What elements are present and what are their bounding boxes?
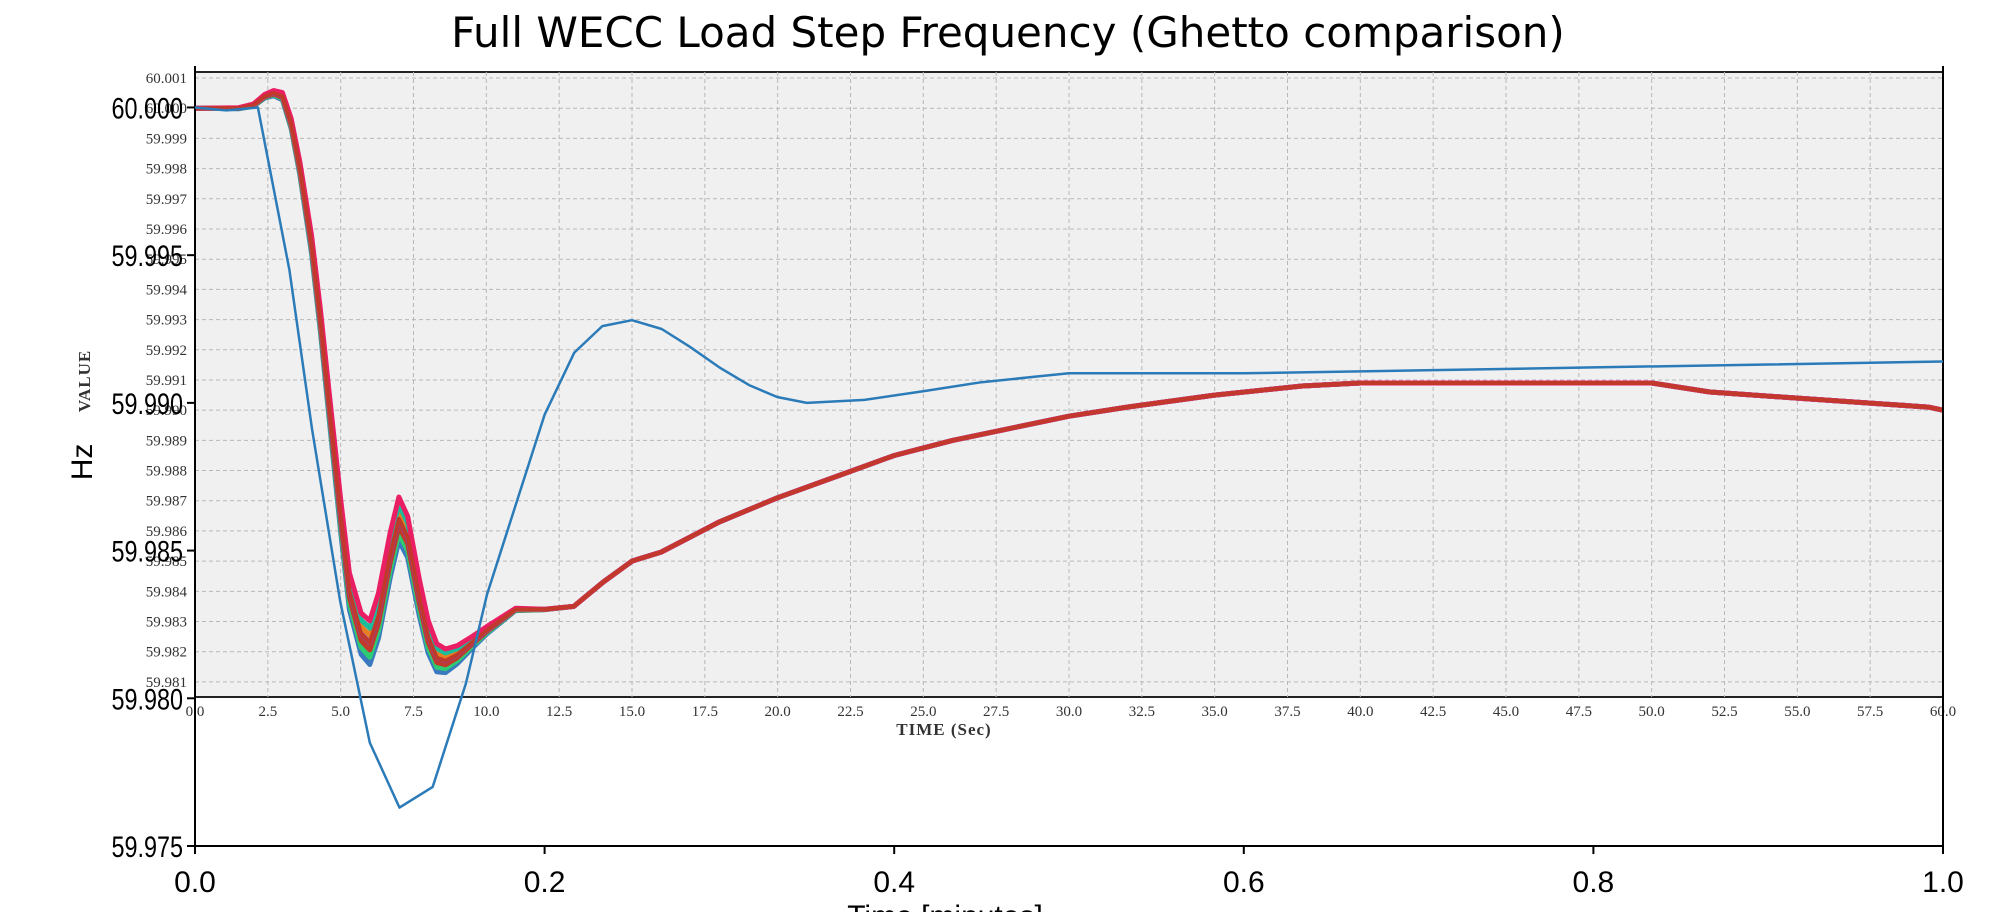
inner-y-tick-label: 59.983 — [146, 615, 187, 631]
inner-x-tick-label: 7.5 — [404, 704, 423, 720]
outer-y-tick-label: 60.000 — [111, 92, 183, 125]
outer-x-tick-label: 0.4 — [873, 866, 915, 899]
inner-x-tick-label: 30.0 — [1056, 704, 1082, 720]
outer-y-tick-label: 59.980 — [111, 683, 183, 716]
inner-x-tick-label: 32.5 — [1129, 704, 1155, 720]
outer-x-tick-label: 0.8 — [1573, 866, 1615, 899]
comparison-frequency-line — [194, 106, 1944, 809]
inner-x-tick-label: 47.5 — [1566, 704, 1592, 720]
inner-x-tick-label: 50.0 — [1639, 704, 1665, 720]
inner-x-tick-label: 17.5 — [692, 704, 718, 720]
outer-x-tick-label: 1.0 — [1922, 866, 1964, 899]
inner-y-tick-label: 59.996 — [146, 222, 188, 238]
outer-x-tick-label: 0.2 — [524, 866, 566, 899]
inner-x-tick-label: 57.5 — [1857, 704, 1883, 720]
inner-y-tick-label: 59.994 — [146, 282, 188, 298]
inner-y-tick-label: 59.989 — [146, 433, 187, 449]
inner-x-tick-label: 55.0 — [1784, 704, 1810, 720]
inner-y-tick-label: 60.001 — [146, 71, 187, 87]
inner-x-tick-label: 15.0 — [619, 704, 645, 720]
inner-y-tick-label: 59.991 — [146, 373, 187, 389]
inner-x-tick-label: 25.0 — [910, 704, 936, 720]
inner-x-tick-label: 37.5 — [1274, 704, 1300, 720]
inner-x-axis-label: TIME (Sec) — [896, 720, 991, 739]
inner-y-tick-label: 59.985 — [146, 554, 187, 570]
outer-x-axis-label: Time [minutes] — [847, 900, 1043, 912]
inner-y-tick-label: 59.986 — [146, 524, 188, 540]
inner-y-tick-label: 59.982 — [146, 645, 187, 661]
inner-x-tick-label: 10.0 — [473, 704, 499, 720]
inner-plot-area: 0.02.55.07.510.012.515.017.520.022.525.0… — [75, 71, 1956, 739]
inner-y-tick-label: 59.993 — [146, 313, 187, 329]
inner-y-tick-label: 59.999 — [146, 131, 187, 147]
inner-y-tick-label: 59.998 — [146, 162, 187, 178]
chart-title: Full WECC Load Step Frequency (Ghetto co… — [451, 8, 1565, 57]
inner-y-tick-label: 60.000 — [146, 101, 187, 117]
inner-x-tick-label: 45.0 — [1493, 704, 1519, 720]
inner-y-tick-label: 59.984 — [146, 584, 188, 600]
outer-y-tick-label: 59.975 — [111, 830, 183, 863]
inner-y-tick-label: 59.981 — [146, 675, 187, 691]
inner-x-tick-label: 27.5 — [983, 704, 1009, 720]
inner-y-tick-label: 59.995 — [146, 252, 187, 268]
inner-x-tick-label: 35.0 — [1202, 704, 1228, 720]
inner-y-tick-label: 59.987 — [146, 494, 188, 510]
inner-y-tick-label: 59.988 — [146, 464, 187, 480]
inner-y-axis-label: VALUE — [75, 350, 94, 412]
inner-y-tick-label: 59.992 — [146, 343, 187, 359]
inner-x-tick-label: 20.0 — [765, 704, 791, 720]
outer-y-axis-label: Hz — [66, 444, 99, 481]
outer-y-tick-label: 59.990 — [111, 387, 183, 420]
inner-y-tick-label: 59.997 — [146, 192, 188, 208]
outer-x-tick-label: 0.6 — [1223, 866, 1265, 899]
inner-x-tick-label: 42.5 — [1420, 704, 1446, 720]
inner-y-tick-label: 59.990 — [146, 403, 187, 419]
inner-x-tick-label: 2.5 — [258, 704, 277, 720]
inner-frequency-line — [195, 91, 1944, 663]
inner-x-tick-label: 12.5 — [546, 704, 572, 720]
outer-y-tick-label: 59.985 — [111, 535, 183, 568]
inner-x-tick-label: 5.0 — [331, 704, 350, 720]
outer-x-tick-label: 0.0 — [174, 866, 216, 899]
outer-axes: 0.0 0.2 0.4 0.6 0.8 1.060.00059.99559.99059.9… — [66, 66, 1964, 912]
inner-x-tick-label: 40.0 — [1347, 704, 1373, 720]
inner-x-tick-label: 52.5 — [1711, 704, 1737, 720]
inner-x-tick-label: 22.5 — [837, 704, 863, 720]
outer-y-tick-label: 59.995 — [111, 239, 183, 272]
